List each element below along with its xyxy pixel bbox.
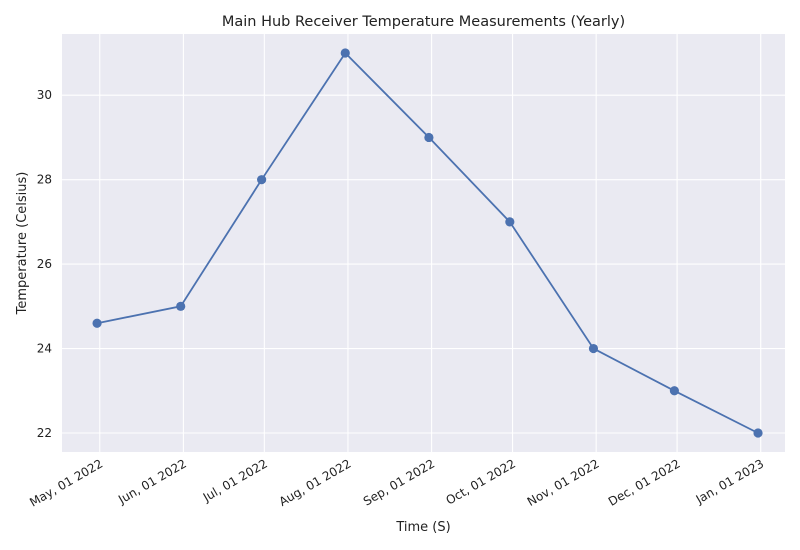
chart-title: Main Hub Receiver Temperature Measuremen… <box>222 14 625 30</box>
x-axis-ticks: May, 01 2022 Jun, 01 2022 Jul, 01 2022 Aug,… <box>27 456 766 509</box>
data-point <box>340 48 350 58</box>
y-tick-label: 22 <box>37 426 52 440</box>
y-tick-label: 24 <box>37 342 52 356</box>
y-tick-label: 26 <box>37 257 52 271</box>
x-tick-label: Aug, 01 2022 <box>277 456 354 508</box>
y-axis-label: Temperature (Celsius) <box>15 172 30 316</box>
data-point <box>669 386 679 396</box>
y-tick-label: 28 <box>37 173 52 187</box>
data-point <box>424 132 434 143</box>
x-gridlines <box>99 34 762 452</box>
x-tick-label: Nov, 01 2022 <box>525 456 602 508</box>
data-points <box>92 48 763 438</box>
data-point <box>505 217 515 227</box>
x-tick-label: Jul, 01 2022 <box>200 456 270 504</box>
y-gridlines <box>62 94 785 434</box>
x-tick-label: Jan, 01 2023 <box>693 456 766 506</box>
x-tick-label: Dec, 01 2022 <box>606 456 683 508</box>
x-tick-label: Sep, 01 2022 <box>361 456 437 508</box>
x-tick-label: Oct, 01 2022 <box>443 456 518 507</box>
x-tick-label: Jun, 01 2022 <box>115 456 189 507</box>
data-point <box>588 343 599 354</box>
data-point <box>753 428 763 438</box>
x-tick-label: May, 01 2022 <box>27 456 105 509</box>
data-point <box>257 175 267 185</box>
data-point <box>92 318 102 328</box>
x-axis-label: Time (S) <box>395 520 450 535</box>
plot-area <box>62 34 785 452</box>
data-point <box>176 301 186 311</box>
y-tick-label: 30 <box>37 88 52 102</box>
y-axis-ticks: 22 24 26 28 30 <box>37 88 52 440</box>
